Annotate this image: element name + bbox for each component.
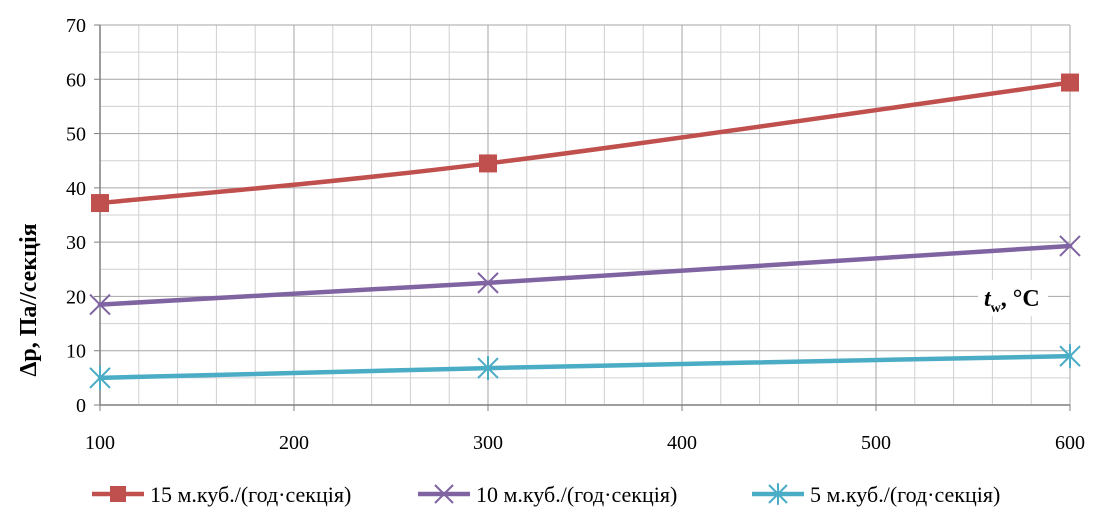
x-tick-label: 600: [1055, 432, 1085, 454]
legend-item-1: 15 м.куб./(год·секція): [92, 482, 351, 507]
y-tick-label: 50: [66, 124, 86, 146]
data-point-square: [1061, 73, 1079, 92]
y-tick-label: 20: [66, 286, 86, 308]
series-line: [97, 80, 1073, 206]
data-point-square: [91, 194, 109, 213]
series-line: [97, 243, 1073, 307]
series-line: [97, 353, 1073, 381]
legend-label: 5 м.куб./(год·секція): [810, 482, 1000, 507]
tick-labels: 0 10 20 30 40 50 60 70 100 200 300 400 500 600: [66, 15, 1085, 454]
x-tick-label: 100: [85, 432, 115, 454]
series-2: [89, 235, 1081, 316]
series-3: [89, 344, 1081, 390]
data-point-square: [110, 486, 126, 502]
data-point-x: [434, 484, 454, 504]
axes: [94, 24, 1071, 411]
legend-label: 15 м.куб./(год·секція): [150, 482, 351, 507]
marker-stroke: [434, 484, 454, 504]
series-1: [91, 73, 1079, 213]
data-point-x: [1059, 235, 1081, 257]
data-point-star: [89, 365, 111, 390]
y-tick-label: 70: [66, 15, 86, 37]
x-tick-label: 300: [473, 432, 503, 454]
x-tick-label: 500: [861, 432, 891, 454]
series-lines: [89, 73, 1081, 390]
x-axis-title: tw, °C: [978, 280, 1048, 316]
marker-stroke: [89, 293, 111, 316]
data-point-star: [768, 483, 788, 505]
legend-label: 10 м.куб./(год·секція): [476, 482, 677, 507]
data-point-star: [1059, 344, 1081, 369]
y-tick-label: 0: [76, 395, 86, 417]
y-axis-title: Δp, Па//секція: [16, 223, 42, 376]
data-point-star: [477, 356, 499, 381]
data-point-square: [479, 154, 497, 173]
y-tick-label: 60: [66, 69, 86, 91]
legend-item-3: 5 м.куб./(год·секція): [752, 482, 1000, 507]
marker-stroke: [477, 272, 499, 294]
gridlines: [99, 24, 1071, 406]
x-axis-title-background: [978, 280, 1048, 316]
legend: 15 м.куб./(год·секція) 10 м.куб./(год·сек…: [92, 482, 1000, 507]
y-tick-label: 30: [66, 232, 86, 254]
legend-item-2: 10 м.куб./(год·секція): [418, 482, 677, 507]
x-tick-label: 200: [279, 432, 309, 454]
y-tick-label: 10: [66, 341, 86, 363]
marker-stroke: [1059, 235, 1081, 257]
data-point-x: [477, 272, 499, 294]
x-tick-label: 400: [667, 432, 697, 454]
y-tick-label: 40: [66, 178, 86, 200]
x-axis-title-text: tw, °C: [984, 286, 1040, 316]
data-point-x: [89, 293, 111, 316]
